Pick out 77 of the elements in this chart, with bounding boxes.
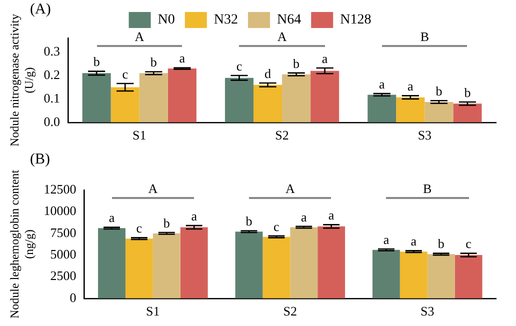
data-label: b [293,56,300,71]
annotation: A [285,180,296,196]
bar [235,232,263,298]
data-label: c [236,58,242,74]
x-tick-label: S2 [283,304,298,319]
bar [110,87,140,122]
bar [400,252,428,298]
bar [282,74,311,122]
data-label: a [108,210,115,226]
bar [82,73,111,122]
bar [139,73,168,122]
bar [372,250,400,298]
bar [396,97,425,122]
annotation: A [277,28,288,44]
y-tick-label: 2500 [50,268,76,284]
bar [424,102,454,122]
x-tick-label: S1 [132,128,146,143]
annotation: A [148,180,158,196]
data-label: a [383,232,390,247]
y-axis-title: Nodule leghemoglobin content (ng/g) [7,169,36,319]
bar [453,104,482,122]
legend-label: N64 [277,12,302,28]
bar [98,228,126,298]
bar [310,70,340,122]
bar [427,254,455,298]
bar [368,94,396,122]
data-label: a [179,50,186,66]
x-tick-label: S3 [418,128,432,143]
y-tick-label: 0.2 [44,66,60,82]
data-label: c [466,236,472,252]
y-tick-label: 5000 [50,246,76,262]
data-label: a [410,234,417,249]
x-tick-label: S2 [275,128,289,143]
bar [168,68,196,122]
annotation: B [420,28,430,44]
bar [224,78,254,122]
data-label: b [464,84,471,100]
bar [152,233,180,298]
data-label: c [274,218,280,234]
y-tick-label: 12500 [44,181,76,196]
data-label: b [436,84,442,99]
y-tick-label: 0 [70,290,76,305]
data-label: b [163,215,170,230]
bar [253,84,282,122]
annotation: B [423,180,432,196]
bar [125,238,153,298]
legend-label: N0 [158,12,175,28]
legend-label: N128 [340,12,372,28]
data-label: a [322,50,328,66]
x-tick-label: S3 [420,304,434,319]
y-tick-label: 7500 [50,224,76,240]
annotation: A [134,28,145,44]
y-tick-label: 0.0 [44,114,60,129]
bar [262,236,290,298]
data-label: a [191,208,198,224]
data-label: a [378,76,385,92]
data-label: c [122,66,128,82]
data-label: b [246,214,252,229]
y-tick-label: 10000 [44,203,76,218]
y-tick-label: 0.1 [44,90,60,106]
text: (B) [30,151,50,168]
data-label: c [136,220,142,236]
data-label: b [150,54,157,70]
x-tick-label: S1 [146,304,160,319]
bar [318,226,346,298]
data-label: a [408,78,414,94]
text: (A) [30,1,51,18]
data-label: d [264,66,272,81]
data-label: a [328,208,334,223]
data-label: b [93,54,100,70]
data-label: b [438,236,444,252]
bar [290,227,318,298]
bar [180,227,208,298]
data-label: a [300,209,307,224]
bar [454,255,482,298]
y-tick-label: 0.3 [44,43,60,58]
legend-label: N32 [214,12,238,28]
